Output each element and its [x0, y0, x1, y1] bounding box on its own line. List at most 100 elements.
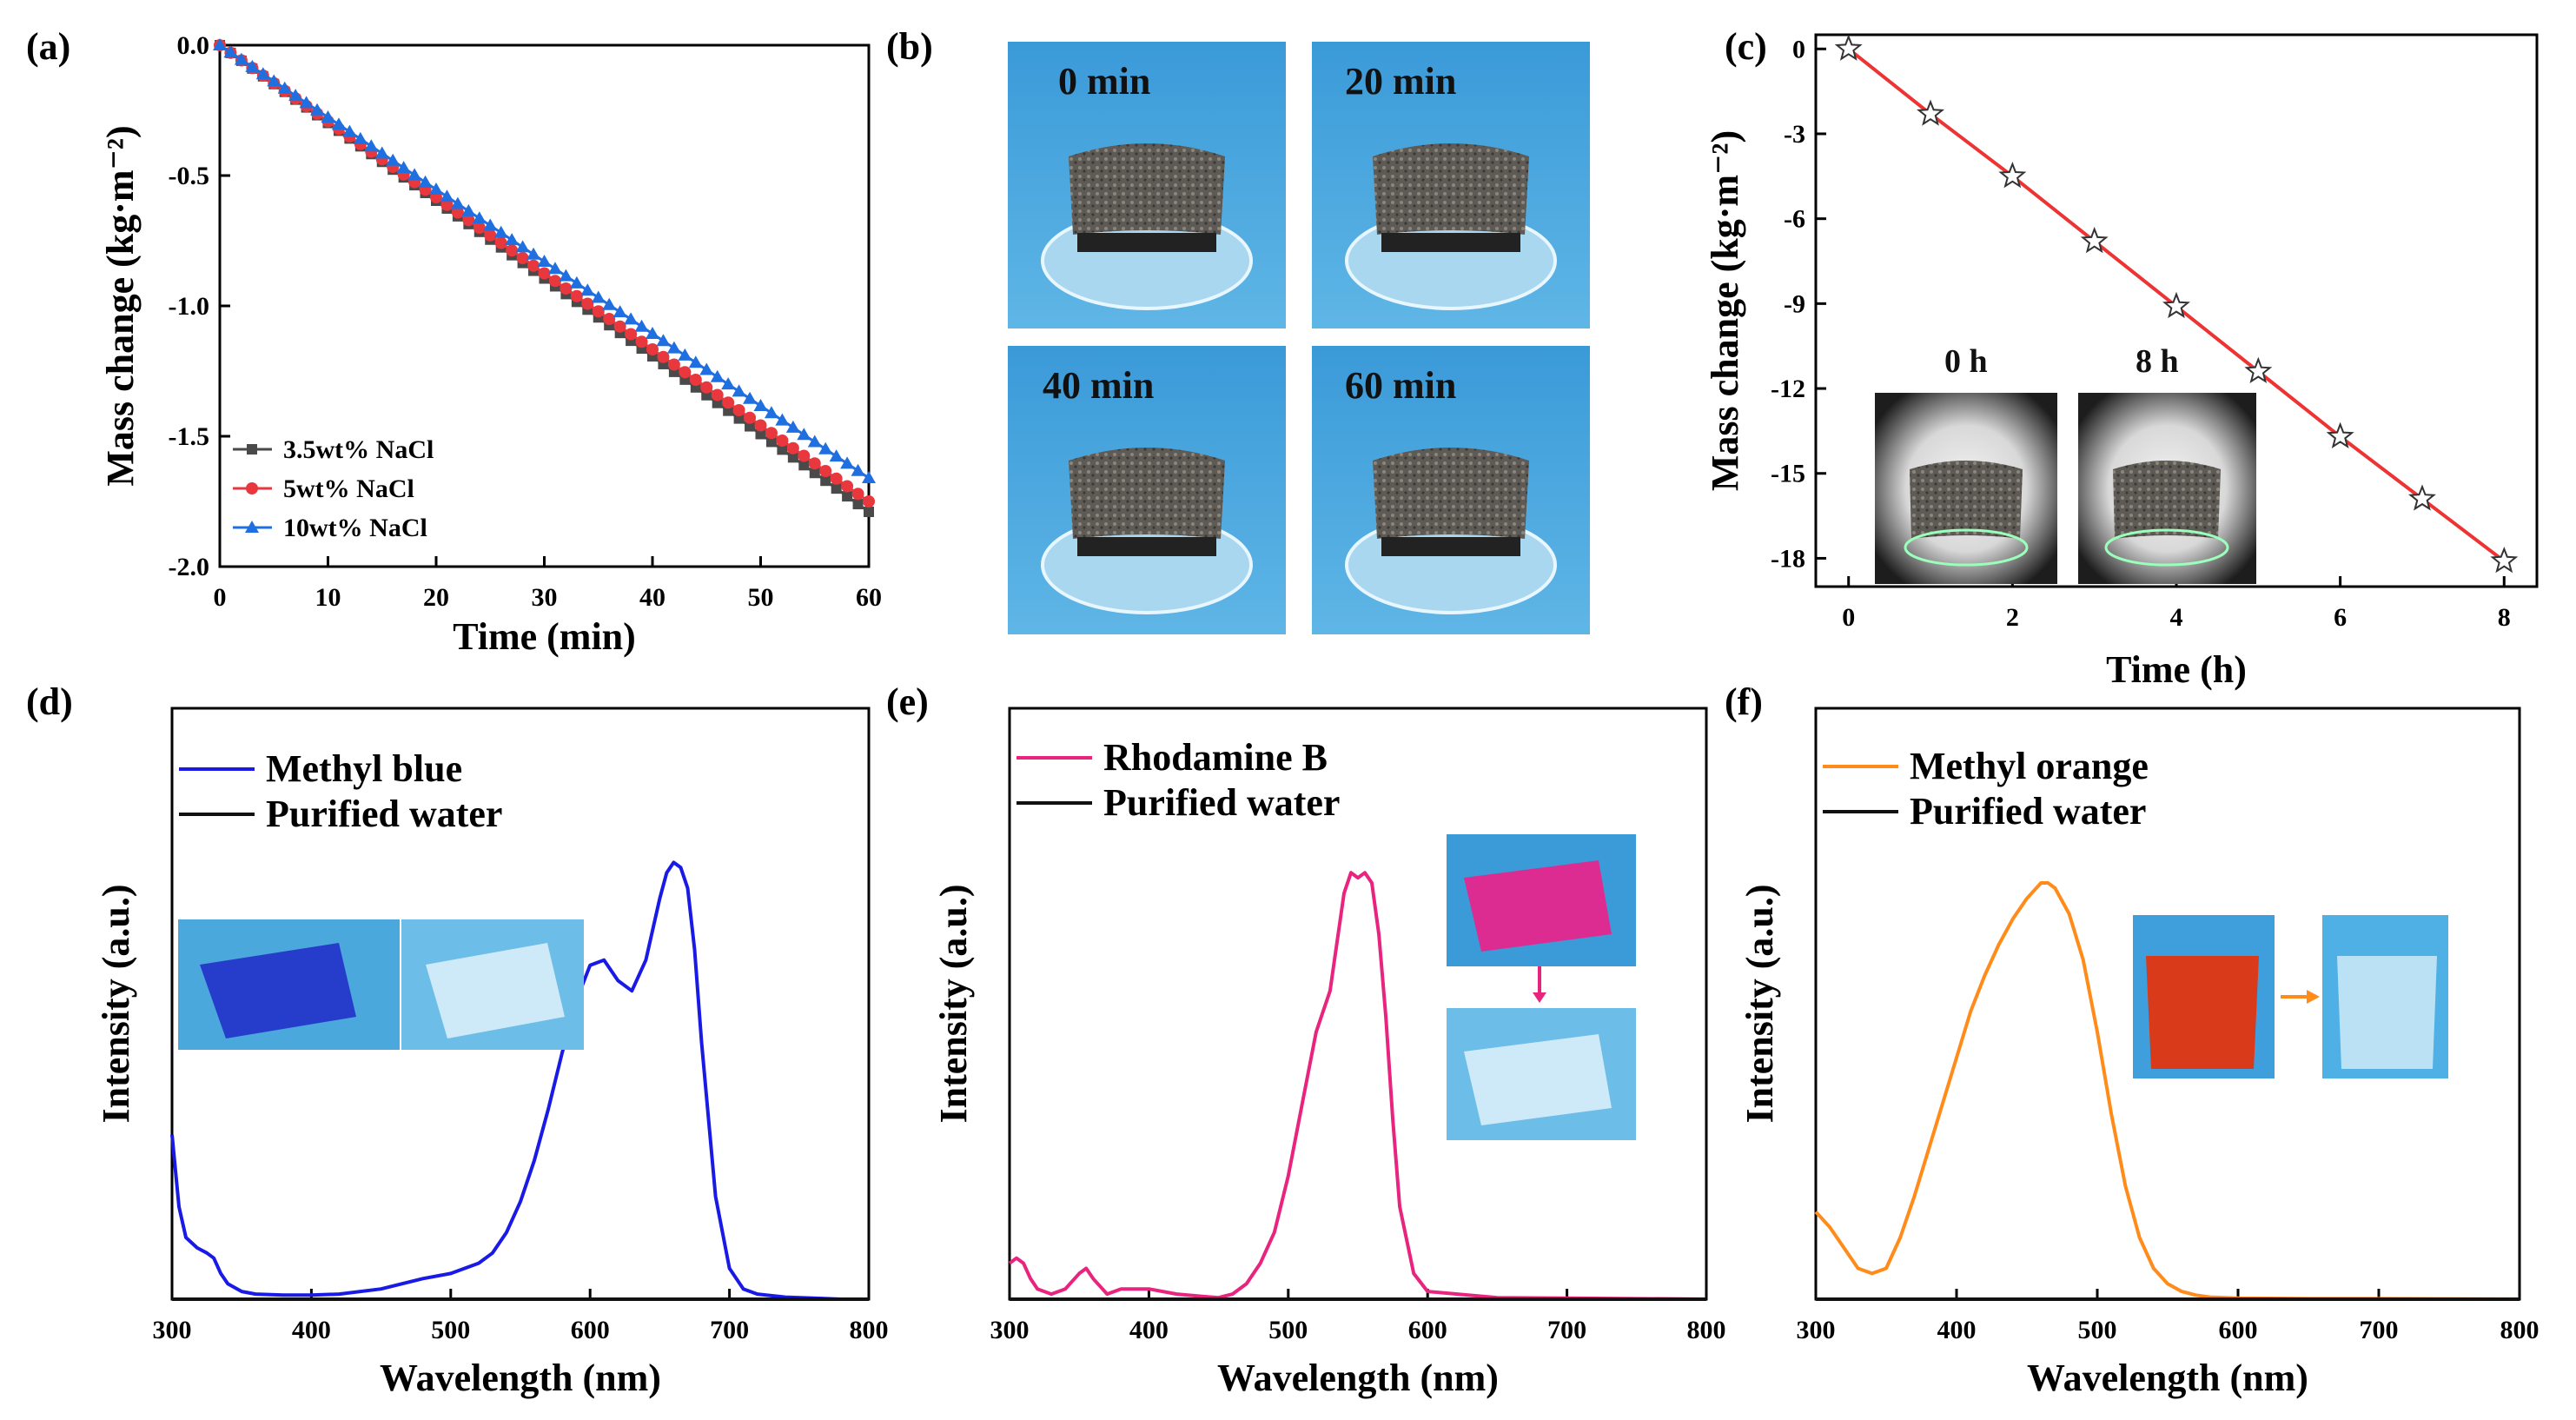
series-marker-a-circle	[776, 435, 789, 447]
series-marker-c	[1834, 34, 1863, 61]
series-marker-a-square	[777, 444, 788, 455]
x-tick-label-a: 30	[532, 583, 558, 612]
series-marker-a-triangle	[440, 189, 454, 202]
series-marker-a-triangle	[245, 59, 260, 72]
panel-letter-e: (e)	[886, 680, 929, 723]
series-marker-a-triangle	[785, 420, 800, 433]
x-tick-label-a: 10	[315, 583, 341, 612]
panel-letter-b: (b)	[886, 25, 933, 68]
photo-caption-0-min: 0 min	[1058, 60, 1150, 103]
series-marker-a-triangle	[634, 319, 649, 332]
series-marker-a-triangle	[461, 203, 476, 216]
series-marker-a-circle	[462, 214, 475, 227]
series-marker-a-triangle	[472, 211, 487, 224]
series-marker-a-circle	[527, 259, 540, 272]
series-marker-a-triangle	[515, 240, 530, 253]
series-marker-a-triangle	[797, 428, 811, 441]
legend-marker-a	[246, 482, 258, 494]
series-marker-a-triangle	[646, 327, 659, 339]
series-marker-a-triangle	[743, 391, 758, 404]
series-marker-a-circle	[744, 411, 757, 424]
series-marker-a-triangle	[666, 341, 681, 354]
series-marker-c	[2407, 484, 2436, 511]
series-line-f-dye	[1814, 881, 2520, 1301]
series-marker-a-triangle	[710, 369, 725, 382]
x-axis-label-c: Time (h)	[2106, 648, 2247, 691]
series-marker-a-circle	[603, 313, 616, 325]
x-tick-label-e: 600	[1408, 1316, 1447, 1344]
series-marker-a-circle	[722, 396, 735, 409]
series-marker-a-triangle	[656, 334, 671, 347]
series-marker-a-circle	[863, 495, 875, 508]
series-marker-a-triangle	[580, 283, 595, 296]
y-tick-label-c: -18	[1771, 544, 1805, 573]
legend-label-e: Rhodamine B	[1103, 736, 1328, 779]
series-marker-a-circle	[711, 388, 724, 401]
inset-e-bottles	[1447, 834, 1636, 1140]
series-marker-a-triangle	[429, 182, 443, 195]
x-tick-label-a: 60	[856, 583, 882, 612]
x-tick-label-a: 0	[214, 583, 227, 612]
x-tick-label-f: 500	[2078, 1316, 2117, 1344]
y-tick-label-a: -1.0	[169, 292, 210, 321]
panel-c-insets: 0 h 8 h	[1875, 343, 2256, 584]
series-marker-a-circle	[516, 252, 529, 264]
x-tick-label-d: 600	[571, 1316, 610, 1344]
series-marker-a-triangle	[267, 74, 281, 87]
series-marker-a-triangle	[569, 275, 584, 289]
series-marker-c	[2244, 356, 2273, 384]
series-marker-a-triangle	[851, 463, 865, 476]
series-marker-c	[2326, 421, 2354, 448]
series-marker-a-circle	[473, 222, 486, 234]
x-tick-label-d: 800	[850, 1316, 889, 1344]
series-marker-a-circle	[679, 366, 692, 379]
y-tick-label-c: 0	[1792, 35, 1805, 63]
series-marker-a-square	[842, 491, 853, 502]
series-marker-a-triangle	[829, 449, 844, 462]
x-tick-label-d: 500	[431, 1316, 470, 1344]
series-marker-a-circle	[786, 441, 799, 455]
x-tick-label-f: 700	[2360, 1316, 2399, 1344]
series-marker-a-triangle	[764, 406, 778, 419]
series-marker-c	[2162, 291, 2190, 319]
inset-photo-0h	[1875, 393, 2057, 584]
legend-label-a: 3.5wt% NaCl	[283, 435, 434, 464]
inset-caption-8h: 8 h	[2136, 343, 2179, 380]
x-tick-label-f: 800	[2500, 1316, 2540, 1344]
legend-marker-a	[245, 521, 259, 533]
y-tick-label-a: -0.5	[169, 162, 210, 190]
series-marker-a-triangle	[342, 124, 357, 137]
y-tick-label-a: 0.0	[177, 31, 210, 60]
series-marker-a-triangle	[493, 225, 508, 238]
series-marker-a-triangle	[213, 38, 227, 50]
series-marker-a-circle	[830, 472, 843, 485]
panel-b-photos: 0 min 20 min 40 min 60 min	[1008, 42, 1590, 634]
y-tick-label-c: -3	[1784, 120, 1805, 149]
series-marker-a-triangle	[418, 175, 433, 188]
series-marker-a-triangle	[277, 81, 292, 94]
x-tick-label-a: 50	[748, 583, 774, 612]
x-tick-label-e: 500	[1268, 1316, 1308, 1344]
series-marker-a-square	[809, 468, 820, 479]
inset-photo-8h	[2078, 393, 2256, 584]
series-marker-a-circle	[657, 350, 670, 363]
series-marker-a-triangle	[591, 290, 606, 303]
photo-40-min: 40 min	[1008, 346, 1286, 634]
y-axis-label-f: Intensity (a.u.)	[1738, 884, 1781, 1123]
series-marker-a-triangle	[624, 312, 639, 325]
series-marker-a-triangle	[234, 52, 248, 65]
series-marker-a-circle	[613, 320, 626, 333]
photo-20-min: 20 min	[1312, 42, 1590, 328]
photo-caption-60-min: 60 min	[1345, 364, 1456, 407]
series-marker-a-triangle	[526, 247, 541, 260]
series-marker-a-circle	[506, 244, 519, 257]
series-marker-a-circle	[765, 427, 778, 440]
series-marker-a-triangle	[753, 399, 768, 411]
chart-d-methyl-blue: 300 400 500 600 700 800 Wavelength (nm) Intensi…	[95, 707, 889, 1399]
x-tick-label-e: 300	[990, 1316, 1030, 1344]
series-marker-a-triangle	[862, 471, 876, 483]
series-marker-c	[1917, 99, 1945, 126]
x-tick-label-c: 6	[2334, 603, 2347, 632]
y-axis-label-a: Mass change (kg·m⁻²)	[99, 125, 142, 486]
